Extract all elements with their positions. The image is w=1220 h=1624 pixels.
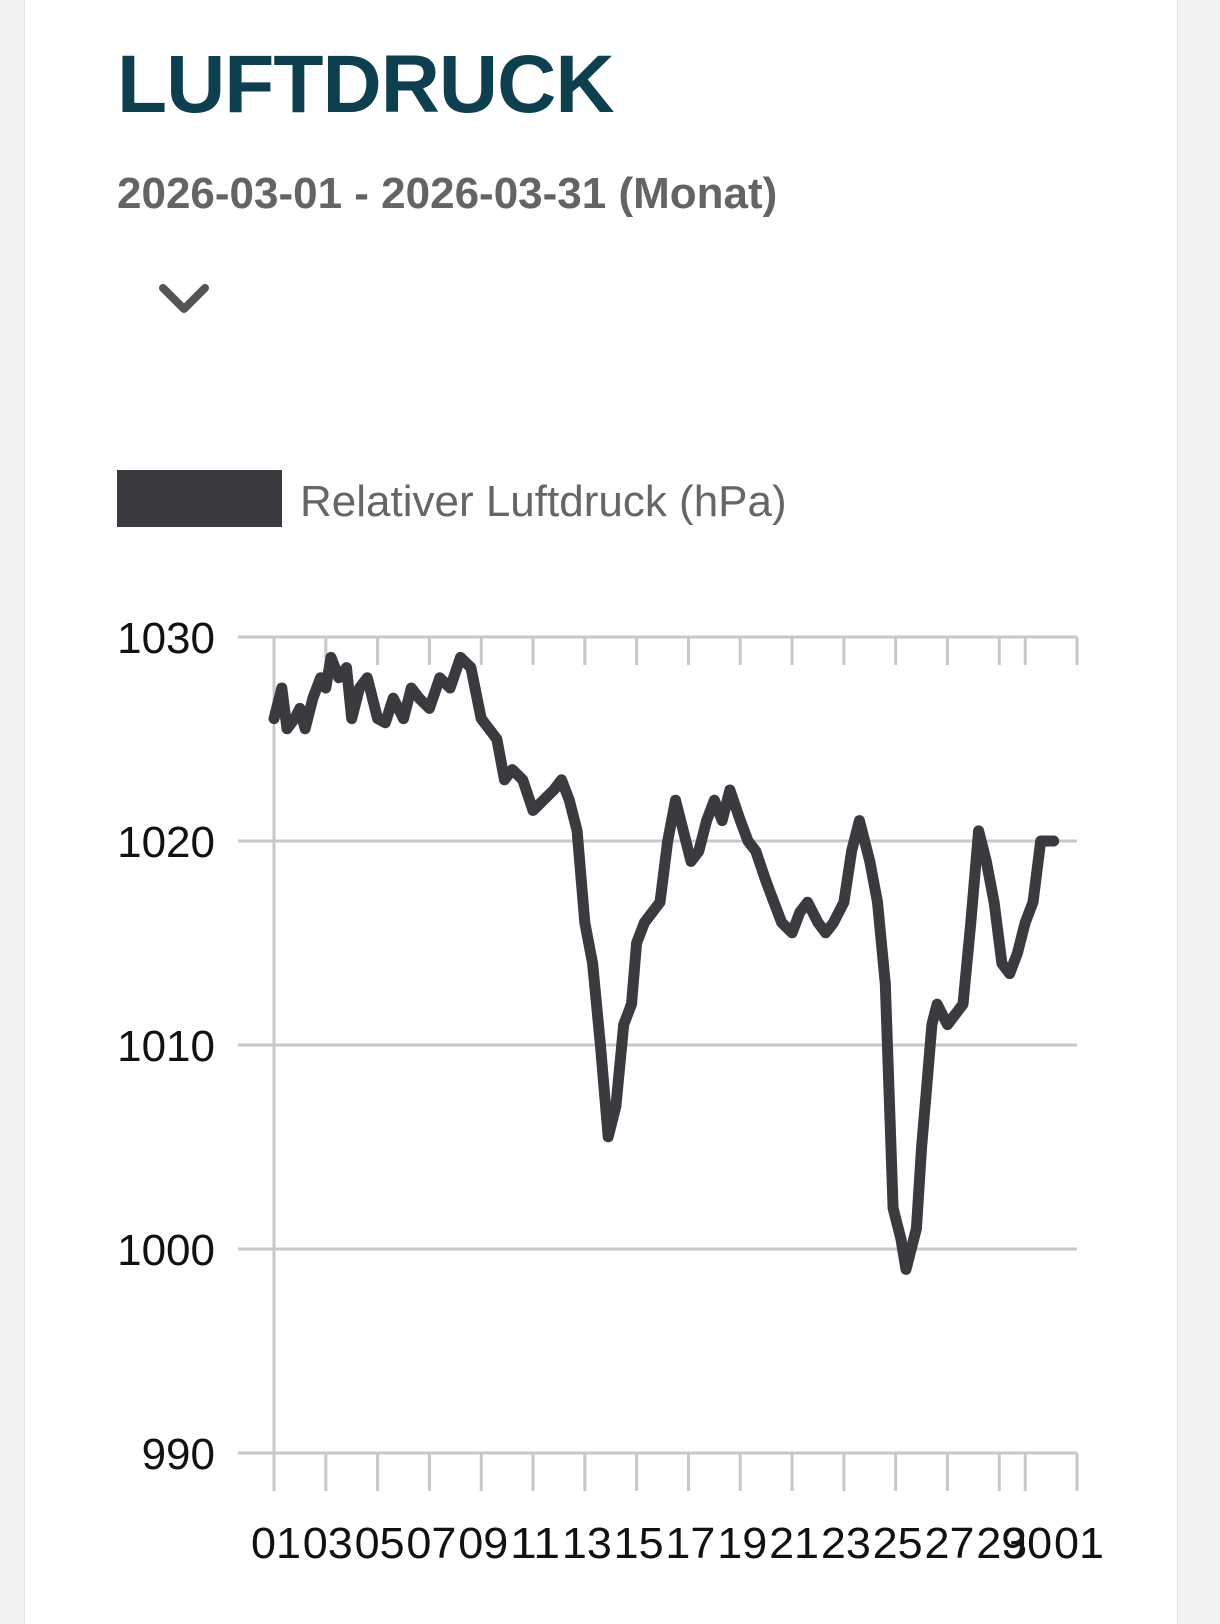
date-range: 2026-03-01 - 2026-03-31 (Monat) (117, 169, 778, 218)
x-tick-label: 30 (1002, 1519, 1052, 1568)
x-tick-label: 15 (614, 1519, 664, 1568)
y-tick-label: 1010 (117, 1022, 215, 1071)
y-tick-label: 1020 (117, 818, 215, 867)
y-tick-label: 1000 (117, 1226, 215, 1275)
legend-label[interactable]: Relativer Luftdruck (hPa) (300, 477, 787, 526)
axis-ticks (272, 637, 1079, 1491)
x-tick-label: 21 (769, 1519, 819, 1568)
x-tick-label: 05 (355, 1519, 405, 1568)
x-tick-label: 29 (976, 1519, 1026, 1568)
x-tick-label: 11 (510, 1519, 560, 1568)
y-tick-label: 1030 (117, 614, 215, 663)
x-tick-label: 09 (458, 1519, 508, 1568)
x-tick-label: 13 (562, 1519, 612, 1568)
page-title: LUFTDRUCK (117, 39, 615, 130)
x-tick-label: 07 (406, 1519, 456, 1568)
x-tick-label: 23 (821, 1519, 871, 1568)
y-tick-label: 990 (142, 1430, 215, 1479)
grid-lines (238, 635, 1077, 1491)
x-tick-label: 01 (1054, 1519, 1104, 1568)
y-axis-labels: 1030 1020 1010 1000 990 (117, 614, 215, 1479)
x-tick-label: 17 (665, 1519, 715, 1568)
x-tick-label: 25 (873, 1519, 923, 1568)
series-line-relativer-luftdruck (268, 651, 1060, 1275)
x-tick-label: 01 (251, 1519, 301, 1568)
x-tick-label: 19 (717, 1519, 767, 1568)
x-tick-label: 03 (303, 1519, 353, 1568)
legend-swatch[interactable] (117, 470, 282, 527)
weather-card: LUFTDRUCK 2026-03-01 - 2026-03-31 (Monat… (24, 0, 1178, 1624)
x-tick-label: 27 (924, 1519, 974, 1568)
chevron-down-icon[interactable] (157, 282, 211, 322)
